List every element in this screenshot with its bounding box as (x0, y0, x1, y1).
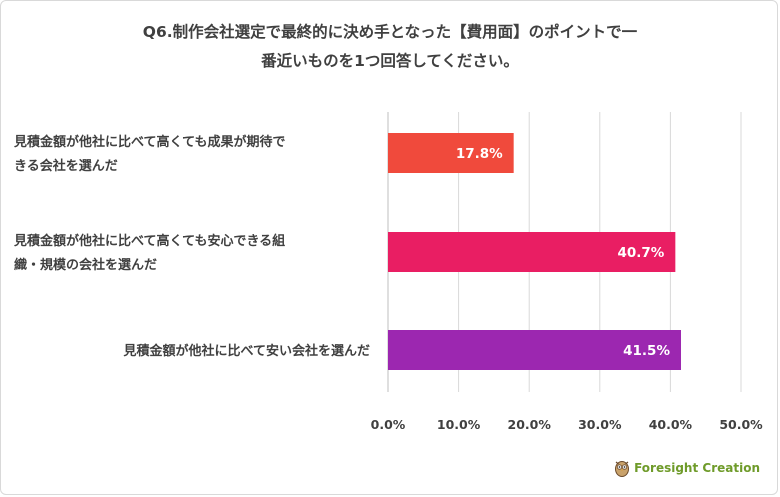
data-label: 41.5% (623, 343, 670, 359)
category-label: 見積金額が他社に比べて安い会社を選んだ (123, 343, 370, 359)
owl-logo-icon (615, 461, 630, 477)
category-label: 見積金額が他社に比べて高くても安心できる組 (13, 233, 285, 249)
bar (388, 330, 681, 370)
x-tick-label: 50.0% (719, 417, 763, 432)
bar (388, 232, 676, 272)
x-tick-label: 0.0% (371, 417, 406, 432)
category-label: きる会社を選んだ (14, 158, 118, 174)
x-tick-label: 20.0% (508, 417, 552, 432)
logo: Foresight Creation (614, 459, 760, 477)
x-tick-label: 10.0% (437, 417, 481, 432)
data-label: 40.7% (617, 245, 664, 261)
category-label: 見積金額が他社に比べて高くても成果が期待で (13, 134, 285, 150)
chart-title-line-1: Q6.制作会社選定で最終的に決め手となった【費用面】のポイントで一 (142, 23, 638, 41)
logo-text: Foresight Creation (634, 461, 760, 475)
chart-title-line-2: 番近いものを1つ回答してください。 (261, 52, 519, 70)
x-tick-label: 30.0% (578, 417, 622, 432)
x-tick-label: 40.0% (649, 417, 693, 432)
chart-title: Q6.制作会社選定で最終的に決め手となった【費用面】のポイントで一 番近いものを… (20, 18, 760, 76)
category-label: 織・規模の会社を選んだ (14, 257, 157, 273)
bar (388, 133, 514, 173)
data-label: 17.8% (456, 146, 503, 162)
